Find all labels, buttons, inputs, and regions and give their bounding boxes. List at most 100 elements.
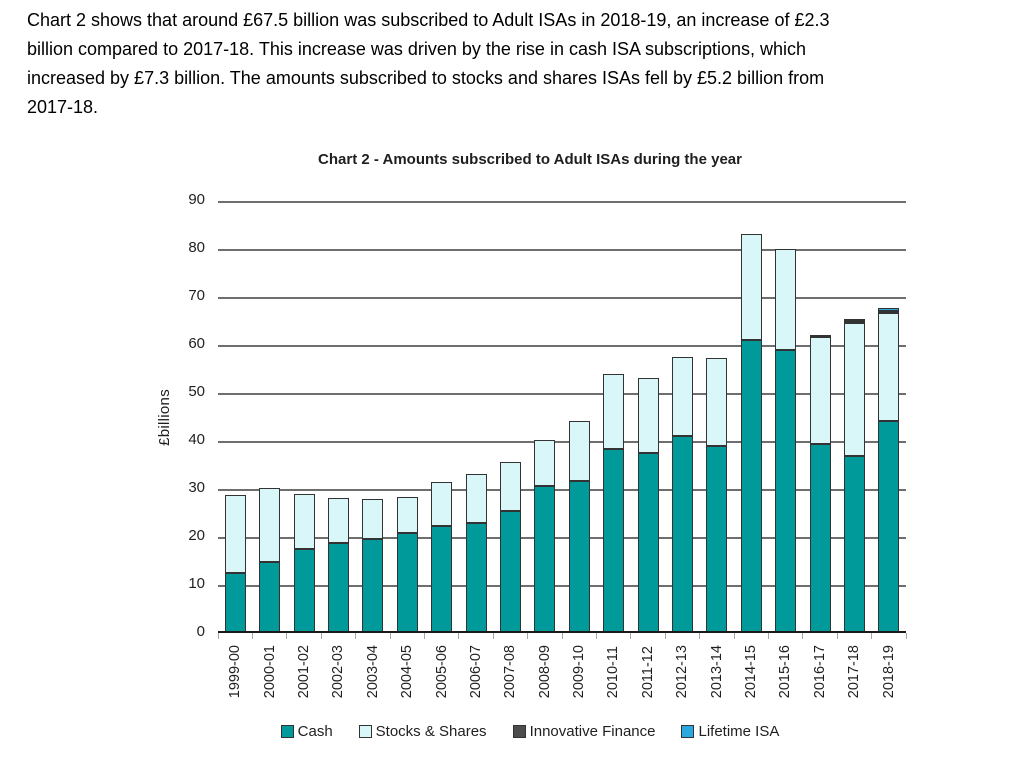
x-axis-tick-labels: 1999-00 2000-01 2001-02 2002-03 2003-04 2004-… (218, 645, 906, 698)
cash-segment (396, 533, 418, 632)
innovative-finance-segment (809, 335, 831, 337)
legend-item-cash: Cash (280, 723, 333, 740)
cash-segment (568, 481, 590, 632)
x-tick-label-2015-16: 2015-16 (768, 645, 802, 698)
intro-paragraph: Chart 2 shows that around £67.5 billion … (27, 6, 830, 122)
bar-2012-13 (671, 357, 693, 632)
cash-segment (431, 526, 453, 632)
legend-swatch-lifetime-isa (681, 725, 695, 738)
stocks-shares-segment (327, 498, 349, 543)
stocks-shares-segment (396, 497, 418, 533)
x-tick-label-2007-08: 2007-08 (493, 645, 527, 698)
gridline-70 (218, 297, 906, 299)
x-tick-label-text: 2001-02 (295, 645, 312, 699)
bar-2003-04 (362, 499, 384, 632)
bar-2007-08 (499, 462, 521, 632)
x-tickmark (699, 633, 701, 639)
x-tick-label-text: 2013-14 (708, 645, 725, 699)
legend-swatch-cash (280, 725, 294, 738)
stocks-shares-segment (878, 313, 900, 421)
bar-2004-05 (396, 497, 418, 632)
legend-item-innovative-finance: Innovative Finance (512, 723, 655, 740)
x-tickmark (664, 633, 666, 639)
legend-label-lifetime-isa: Lifetime ISA (698, 723, 780, 740)
x-tick-label-text: 2006-07 (467, 645, 484, 699)
y-tick-label-20: 20 (188, 527, 205, 544)
x-tick-label-text: 2004-05 (399, 645, 416, 699)
gridline-30 (218, 489, 906, 491)
y-tick-label-50: 50 (188, 383, 205, 400)
x-tickmark (767, 633, 769, 639)
cash-segment (775, 350, 797, 632)
bar-1999-00 (224, 495, 246, 632)
y-tick-label-60: 60 (188, 335, 205, 352)
x-tick-label-2004-05: 2004-05 (390, 645, 424, 698)
stocks-shares-segment (362, 499, 384, 539)
x-axis-line (218, 631, 906, 633)
legend-item-stocks-shares: Stocks & Shares (358, 723, 487, 740)
cash-segment (499, 511, 521, 632)
cash-segment (603, 449, 625, 632)
y-tick-label-40: 40 (188, 431, 205, 448)
cash-segment (224, 573, 246, 632)
stocks-shares-segment (293, 494, 315, 549)
bar-2006-07 (465, 474, 487, 632)
x-tick-label-1999-00: 1999-00 (218, 645, 252, 698)
x-tick-label-text: 2017-18 (846, 645, 863, 699)
x-tick-label-text: 2011-12 (639, 646, 656, 699)
lifetime-isa-segment (843, 319, 865, 321)
innovative-finance-segment (843, 321, 865, 323)
x-tick-label-2006-07: 2006-07 (459, 645, 493, 698)
x-tickmark (630, 633, 632, 639)
x-tick-label-text: 2018-19 (880, 645, 897, 699)
x-tick-label-2018-19: 2018-19 (871, 645, 905, 698)
bar-2014-15 (740, 234, 762, 632)
x-tickmark (733, 633, 735, 639)
legend-item-lifetime-isa: Lifetime ISA (681, 723, 779, 740)
bar-2000-01 (259, 488, 281, 632)
x-tick-label-text: 1999-00 (227, 645, 244, 699)
x-tick-label-text: 2005-06 (433, 645, 450, 699)
stocks-shares-segment (431, 482, 453, 526)
stocks-shares-segment (224, 495, 246, 573)
cash-segment (293, 549, 315, 632)
x-tickmark (802, 633, 804, 639)
x-tick-label-2005-06: 2005-06 (424, 645, 458, 698)
x-tickmark (458, 633, 460, 639)
bar-2010-11 (603, 374, 625, 632)
cash-segment (740, 340, 762, 632)
x-tick-label-text: 2010-11 (605, 646, 622, 699)
x-tick-label-2013-14: 2013-14 (699, 645, 733, 698)
bar-2009-10 (568, 421, 590, 632)
x-tick-label-2000-01: 2000-01 (252, 645, 286, 698)
x-tick-label-2010-11: 2010-11 (596, 645, 630, 698)
bar-2015-16 (775, 249, 797, 632)
x-tickmark (355, 633, 357, 639)
x-tickmark (871, 633, 873, 639)
gridline-60 (218, 345, 906, 347)
legend-label-stocks-shares: Stocks & Shares (375, 723, 487, 740)
x-tick-label-2016-17: 2016-17 (803, 645, 837, 698)
x-tick-label-2003-04: 2003-04 (356, 645, 390, 698)
cash-segment (809, 444, 831, 632)
bar-2002-03 (327, 498, 349, 632)
cash-segment (465, 523, 487, 632)
stocks-shares-segment (637, 378, 659, 453)
x-tickmark (595, 633, 597, 639)
stocks-shares-segment (499, 462, 521, 511)
x-axis-tickmarks (217, 633, 908, 640)
chart-title: Chart 2 - Amounts subscribed to Adult IS… (318, 151, 742, 168)
bar-2016-17 (809, 335, 831, 632)
cash-segment (637, 453, 659, 632)
bar-2013-14 (706, 358, 728, 632)
x-tick-label-text: 2008-09 (536, 645, 553, 699)
bar-2018-19 (878, 308, 900, 632)
x-tick-label-2012-13: 2012-13 (665, 645, 699, 698)
x-tick-label-2008-09: 2008-09 (528, 645, 562, 698)
x-tickmark (836, 633, 838, 639)
lifetime-isa-segment (878, 308, 900, 311)
cash-segment (534, 486, 556, 632)
gridline-40 (218, 441, 906, 443)
cash-segment (671, 436, 693, 632)
x-tick-label-2017-18: 2017-18 (837, 645, 871, 698)
